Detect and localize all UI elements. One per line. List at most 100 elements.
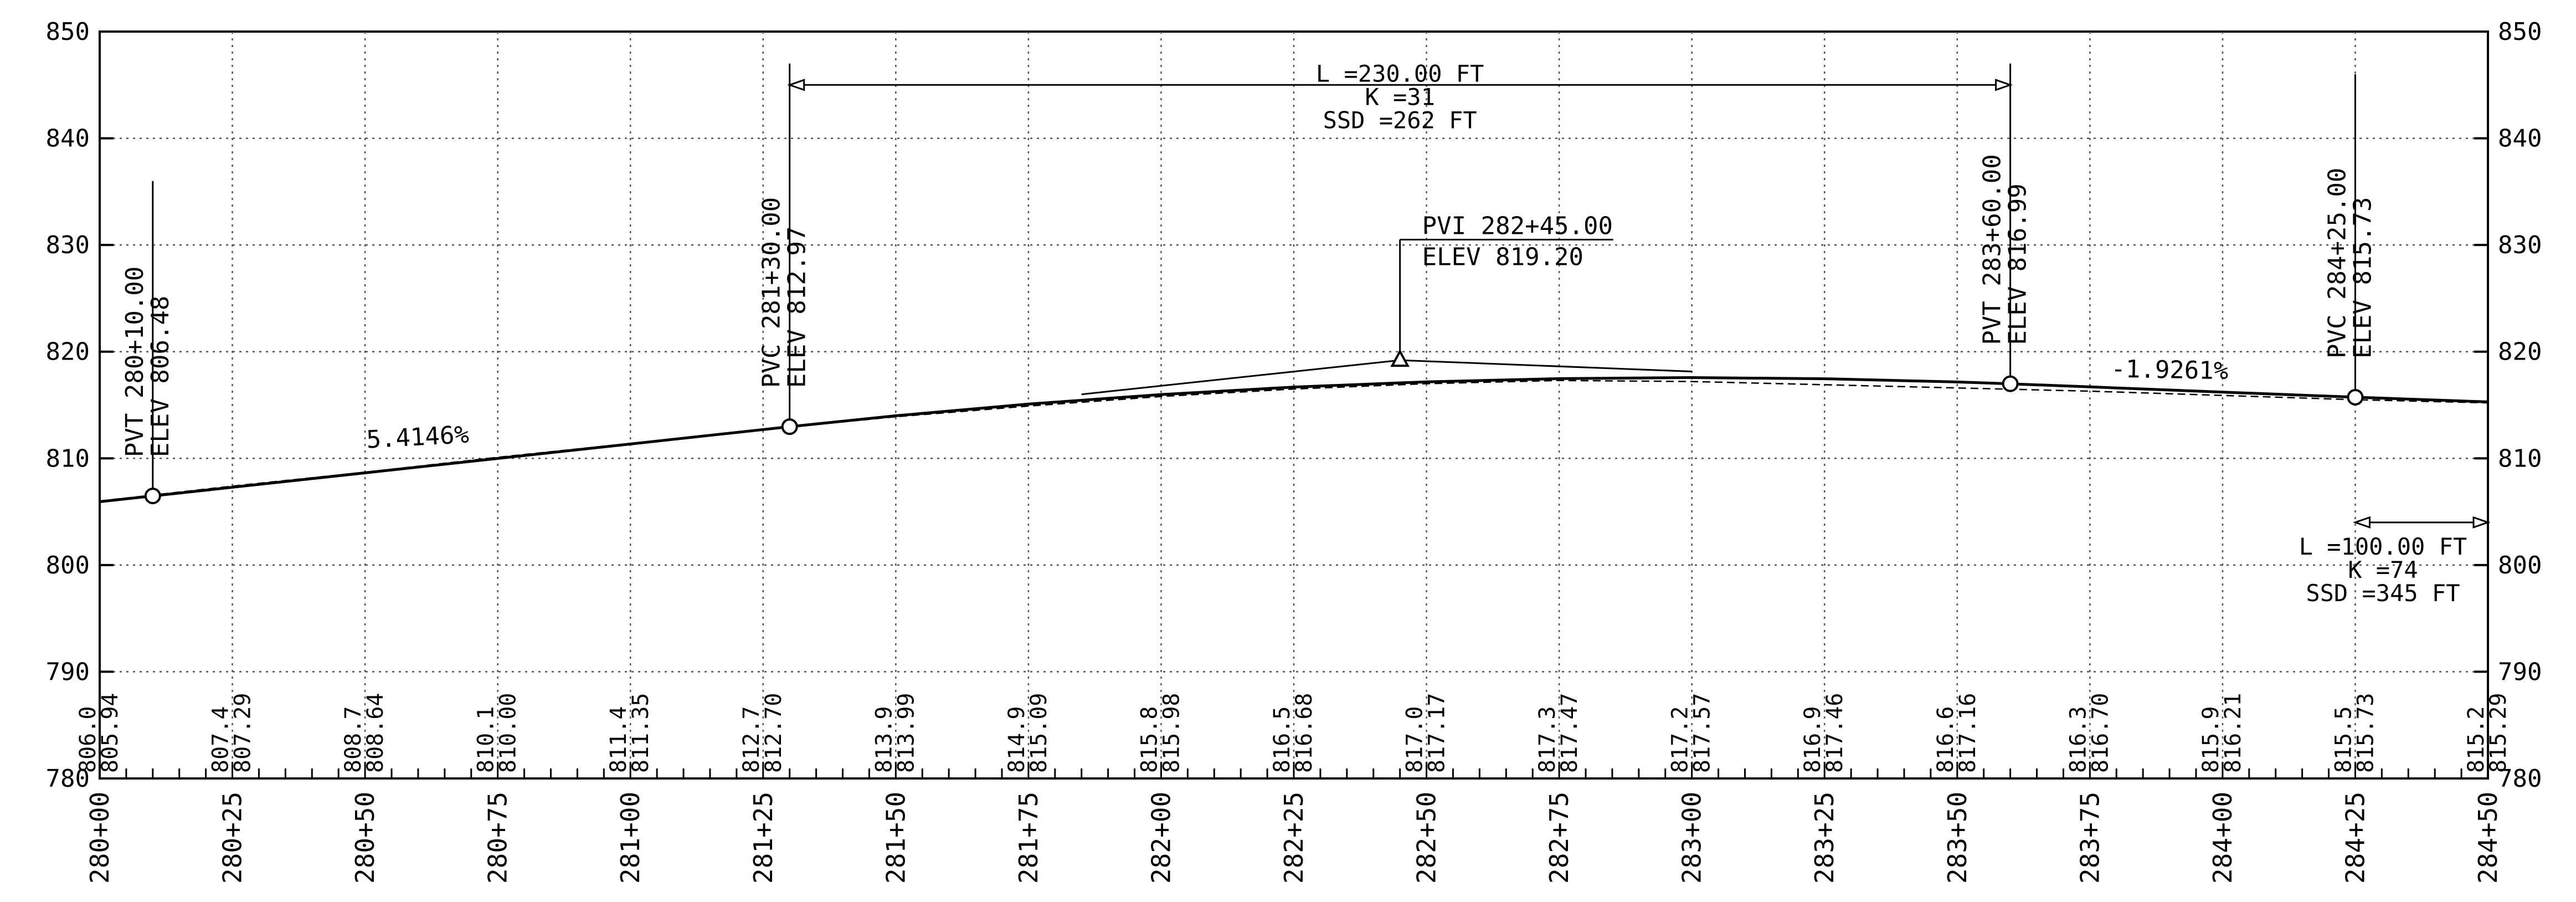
existing-elevation-label: 817.2 — [1668, 706, 1693, 773]
proposed-elevation-label: 817.57 — [1690, 693, 1715, 773]
pvi-elev-label: ELEV 819.20 — [1422, 243, 1583, 271]
y-axis-labels: 780 780 790 790 800 800 810 810 820 820 830 830 840 8… — [46, 18, 2542, 793]
station-label: 283+00 — [1677, 792, 1707, 884]
station-label: 281+25 — [748, 792, 778, 884]
existing-elevation-label: 813.9 — [871, 706, 897, 773]
y-tick-label-right: 850 — [2498, 18, 2542, 46]
station-label: 281+00 — [615, 792, 645, 884]
existing-elevation-label: 811.4 — [606, 706, 631, 773]
proposed-elevation-label: 815.09 — [1026, 693, 1052, 773]
curve-dimension-label: SSD =262 FT — [1323, 106, 1477, 134]
y-tick-label-right: 800 — [2498, 551, 2542, 580]
profile-lines — [99, 359, 2488, 503]
station-label: 284+50 — [2473, 792, 2503, 884]
existing-elevation-label: 816.6 — [1933, 706, 1958, 773]
y-tick-label-right: 820 — [2498, 338, 2542, 366]
proposed-elevation-label: 816.21 — [2220, 693, 2246, 773]
dimension-arrow-right — [2472, 516, 2491, 529]
y-tick-label-left: 830 — [46, 231, 90, 259]
grade-label: -1.9261% — [2111, 355, 2229, 386]
proposed-elevation-label: 817.17 — [1425, 693, 1450, 773]
station-label: 281+50 — [881, 792, 911, 884]
station-label: 282+50 — [1412, 792, 1442, 884]
station-label: 284+25 — [2340, 792, 2370, 884]
station-label: 282+00 — [1146, 792, 1176, 884]
station-axis: 280+00 280+25 280+50 280+75 281+00 281+25 281+… — [85, 762, 2503, 884]
existing-elevation-label: 815.9 — [2198, 706, 2224, 773]
point-label: ELEV 806.48 — [146, 296, 174, 457]
y-tick-label-left: 840 — [46, 125, 90, 153]
proposed-elevation-label: 815.98 — [1159, 693, 1184, 773]
proposed-elevation-label: 817.16 — [1955, 693, 1981, 773]
existing-elevation-label: 817.0 — [1402, 706, 1428, 773]
station-label: 281+75 — [1014, 792, 1043, 884]
station-label: 282+75 — [1544, 792, 1574, 884]
proposed-elevation-label: 817.46 — [1822, 693, 1848, 773]
point-label: PVC 281+30.00 — [758, 197, 786, 388]
existing-elevation-label: 817.3 — [1535, 706, 1560, 773]
grade-label: 5.4146% — [366, 421, 470, 454]
proposed-elevation-label: 813.99 — [893, 693, 919, 773]
station-label: 283+75 — [2075, 792, 2105, 884]
existing-elevation-label: 816.9 — [1800, 706, 1826, 773]
point-label: ELEV 816.99 — [2004, 183, 2032, 345]
dimension-arrow-right — [1995, 79, 2013, 91]
tangent-line — [1400, 359, 1692, 373]
y-tick-label-right: 790 — [2498, 658, 2542, 686]
dimension-arrow-left — [787, 79, 805, 91]
y-tick-label-left: 790 — [46, 658, 90, 686]
station-label: 280+25 — [218, 792, 248, 884]
point-label: ELEV 812.97 — [783, 227, 811, 388]
existing-elevation-label: 806.0 — [75, 706, 101, 773]
y-tick-label-left: 850 — [46, 18, 90, 46]
proposed-elevation-label: 815.73 — [2353, 693, 2378, 773]
proposed-elevation-label: 810.00 — [496, 693, 521, 773]
curve-dimension-label: K =31 — [1365, 83, 1434, 110]
y-tick-label-right: 830 — [2498, 231, 2542, 259]
y-tick-label-right: 780 — [2498, 765, 2542, 793]
existing-elevation-label: 816.5 — [1269, 706, 1295, 773]
y-tick-label-left: 780 — [46, 765, 90, 793]
existing-elevation-label: 815.5 — [2331, 706, 2356, 773]
curve-point-marker — [2347, 388, 2364, 406]
existing-elevation-label: 810.1 — [474, 706, 499, 773]
curve-point-marker — [144, 488, 161, 505]
station-label: 280+00 — [85, 792, 115, 884]
station-label: 282+25 — [1279, 792, 1309, 884]
point-label: PVC 284+25.00 — [2323, 168, 2351, 358]
point-label: ELEV 815.73 — [2348, 197, 2377, 358]
proposed-profile-line — [99, 376, 2488, 503]
grid-lines — [100, 32, 2488, 778]
tangent-line — [1081, 359, 1400, 396]
station-label: 284+00 — [2208, 792, 2238, 884]
curve-dimension-label: L =100.00 FT — [2299, 533, 2467, 560]
curve-dimension-label: K =74 — [2348, 556, 2418, 583]
point-label: PVT 280+10.00 — [121, 266, 149, 457]
proposed-elevation-label: 812.70 — [761, 693, 786, 773]
y-tick-label-right: 840 — [2498, 125, 2542, 153]
proposed-elevation-label: 811.35 — [628, 693, 654, 773]
existing-elevation-label: 815.8 — [1137, 706, 1162, 773]
proposed-elevation-label: 815.29 — [2486, 693, 2511, 773]
station-label: 280+50 — [350, 792, 380, 884]
y-tick-label-left: 810 — [46, 444, 90, 473]
dimension-arrow-left — [2352, 516, 2371, 529]
existing-elevation-label: 816.3 — [2065, 706, 2091, 773]
y-tick-label-left: 800 — [46, 551, 90, 580]
station-label: 280+75 — [483, 792, 513, 884]
curve-dimension-label: SSD =345 FT — [2306, 580, 2460, 607]
curve-dimension-label: L =230.00 FT — [1316, 60, 1484, 87]
pvi-station-label: PVI 282+45.00 — [1422, 212, 1613, 240]
existing-elevation-label: 807.4 — [208, 706, 234, 773]
point-label: PVT 283+60.00 — [1978, 154, 2007, 345]
proposed-elevation-label: 807.29 — [230, 693, 256, 773]
proposed-elevation-label: 816.70 — [2087, 693, 2113, 773]
station-label: 283+25 — [1809, 792, 1839, 884]
y-tick-label-left: 820 — [46, 338, 90, 366]
y-tick-label-right: 810 — [2498, 444, 2542, 473]
elevation-rows: 806.0 807.4 808.7 810.1 811.4 812.7 813.9 814.9… — [75, 693, 2511, 773]
pvi-marker — [1390, 348, 1410, 367]
station-label: 283+50 — [1942, 792, 1972, 884]
curve-point-marker — [2002, 375, 2019, 392]
